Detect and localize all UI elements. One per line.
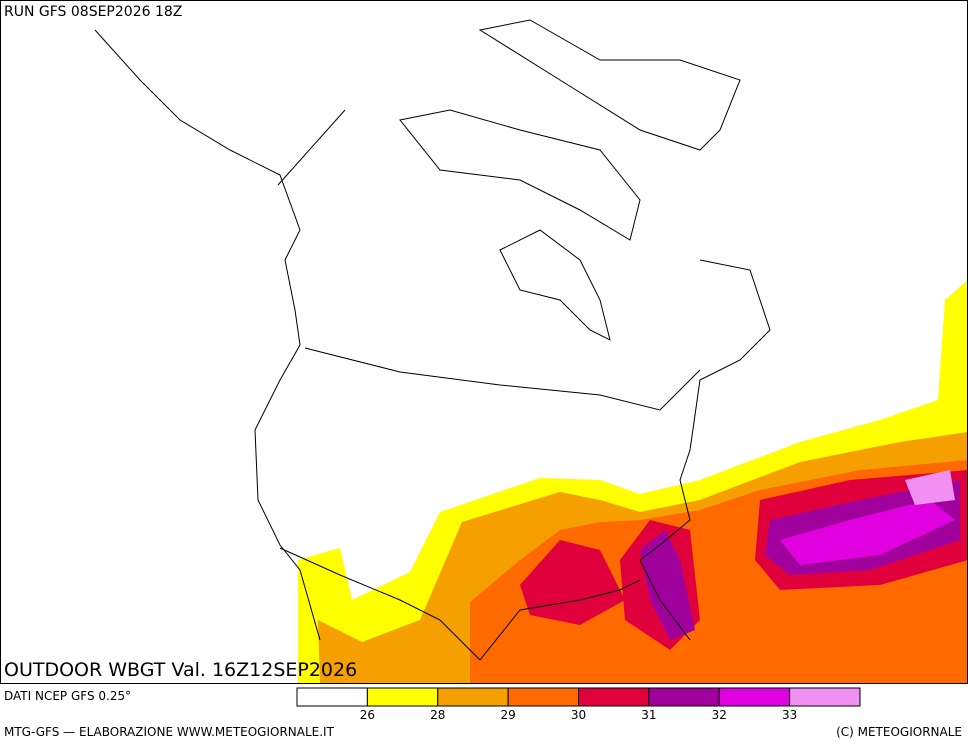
border (279, 547, 481, 661)
legend-swatch (366, 687, 439, 707)
legend-tick-label: 31 (641, 708, 656, 722)
footer-left: MTG-GFS — ELABORAZIONE WWW.METEOGIORNALE… (4, 725, 335, 739)
legend-swatch (578, 687, 650, 707)
border (277, 109, 346, 186)
legend-tick-label: 28 (430, 708, 445, 722)
legend-tick-label: 30 (571, 708, 586, 722)
field-magenta (780, 500, 955, 565)
legend-swatch (437, 687, 509, 707)
footer-right: (C) METEOGIORNALE (836, 725, 962, 739)
legend-tick-label: 33 (782, 708, 797, 722)
coastlines (94, 19, 771, 661)
legend-swatch (718, 687, 791, 707)
legend-swatch (507, 687, 579, 707)
map-title: OUTDOOR WBGT Val. 16Z12SEP2026 (4, 659, 357, 681)
source-label: DATI NCEP GFS 0.25° (4, 689, 131, 703)
field-purple (640, 530, 695, 640)
gulf-coast (479, 579, 641, 661)
legend-tick-label: 29 (500, 708, 515, 722)
arctic-islands (399, 109, 641, 241)
legend-swatch (296, 687, 368, 707)
colorbar: 26 28 29 30 31 32 33 (296, 687, 861, 722)
field-red (520, 540, 625, 625)
west-coast (94, 29, 321, 641)
east-coast (639, 259, 771, 641)
legend-swatch (789, 687, 861, 707)
legend-tick-label: 32 (712, 708, 727, 722)
border (304, 347, 701, 411)
heat-field (298, 280, 968, 683)
run-label: RUN GFS 08SEP2026 18Z (4, 4, 182, 20)
hudson-bay (499, 229, 611, 341)
greenland (478, 19, 741, 151)
legend-tick-label: 26 (360, 708, 375, 722)
field-pink (905, 470, 955, 505)
legend-swatch (648, 687, 720, 707)
